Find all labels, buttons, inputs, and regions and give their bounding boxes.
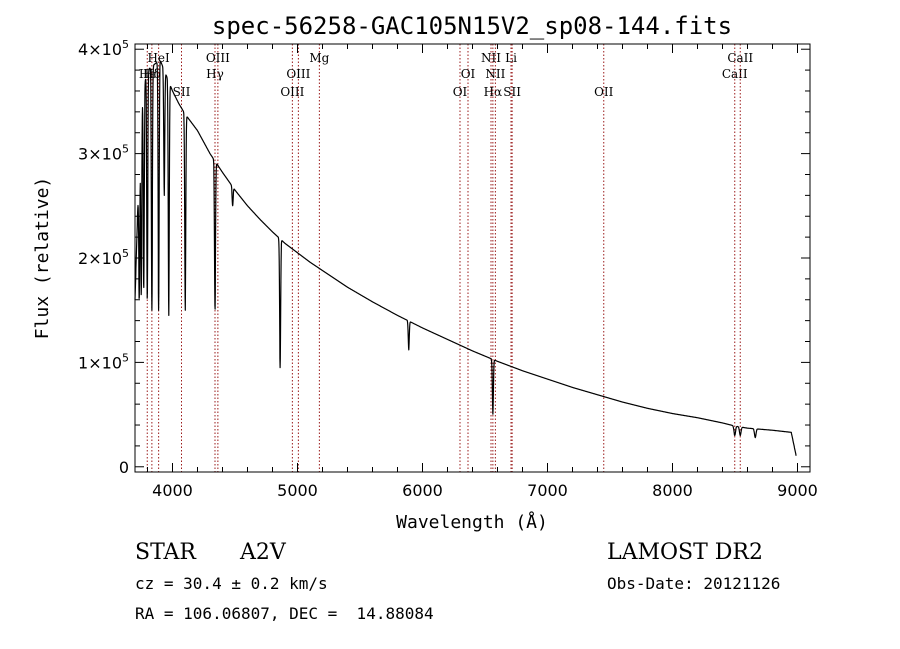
y-tick-label: 1×105 (78, 351, 129, 372)
y-axis-label: Flux (relative) (32, 177, 53, 340)
x-tick-label: 5000 (277, 481, 318, 500)
marker-label: OI (461, 67, 476, 81)
marker-label: OI (453, 85, 468, 99)
marker-label: NII (481, 51, 501, 65)
plot-frame (134, 43, 811, 473)
redshift-text: cz = 30.4 ± 0.2 km/s (135, 574, 328, 593)
marker-label: Li (505, 51, 517, 65)
survey-name: LAMOST DR2 (607, 540, 763, 565)
marker-label: CaII (727, 51, 753, 65)
spectral-class: A2V (240, 540, 286, 565)
line-markers: HεHδHeISIIHγOIIIOIIIOIIIMgOIOINIIHαNIILi… (139, 44, 753, 472)
marker-label: Hγ (206, 67, 224, 81)
marker-label: OIII (280, 85, 304, 99)
y-tick-label: 4×105 (78, 38, 129, 59)
axis-ticks: 4000 5000 6000 7000 8000 9000 0 1×105 2×105 3×105… (78, 38, 818, 500)
x-tick-label: 8000 (652, 481, 693, 500)
marker-label: CaII (722, 67, 748, 81)
y-tick-label: 2×105 (78, 247, 129, 268)
chart-title: spec-56258-GAC105N15V2_sp08-144.fits (212, 12, 732, 40)
x-axis-label: Wavelength (Å) (396, 511, 548, 533)
marker-label: OIII (206, 51, 230, 65)
marker-label: Hα (484, 85, 503, 99)
marker-label: HeI (147, 51, 170, 65)
marker-label: Hδ (143, 67, 161, 81)
marker-label: SII (503, 85, 521, 99)
obs-date: Obs-Date: 20121126 (607, 574, 781, 593)
x-tick-label: 9000 (777, 481, 818, 500)
y-tick-label: 3×105 (78, 143, 129, 164)
marker-label: SII (173, 85, 191, 99)
x-tick-label: 7000 (527, 481, 568, 500)
marker-label: Hε (139, 67, 156, 81)
object-type: STAR (135, 540, 196, 565)
marker-label: OII (594, 85, 614, 99)
marker-label: OIII (286, 67, 310, 81)
x-tick-label: 6000 (402, 481, 443, 500)
spectrum-line (134, 60, 797, 456)
marker-label: NII (485, 67, 505, 81)
coordinates-text: RA = 106.06807, DEC = 14.88084 (135, 604, 434, 623)
x-tick-label: 4000 (152, 481, 193, 500)
marker-label: Mg (309, 51, 329, 65)
y-tick-label: 0 (119, 458, 129, 477)
